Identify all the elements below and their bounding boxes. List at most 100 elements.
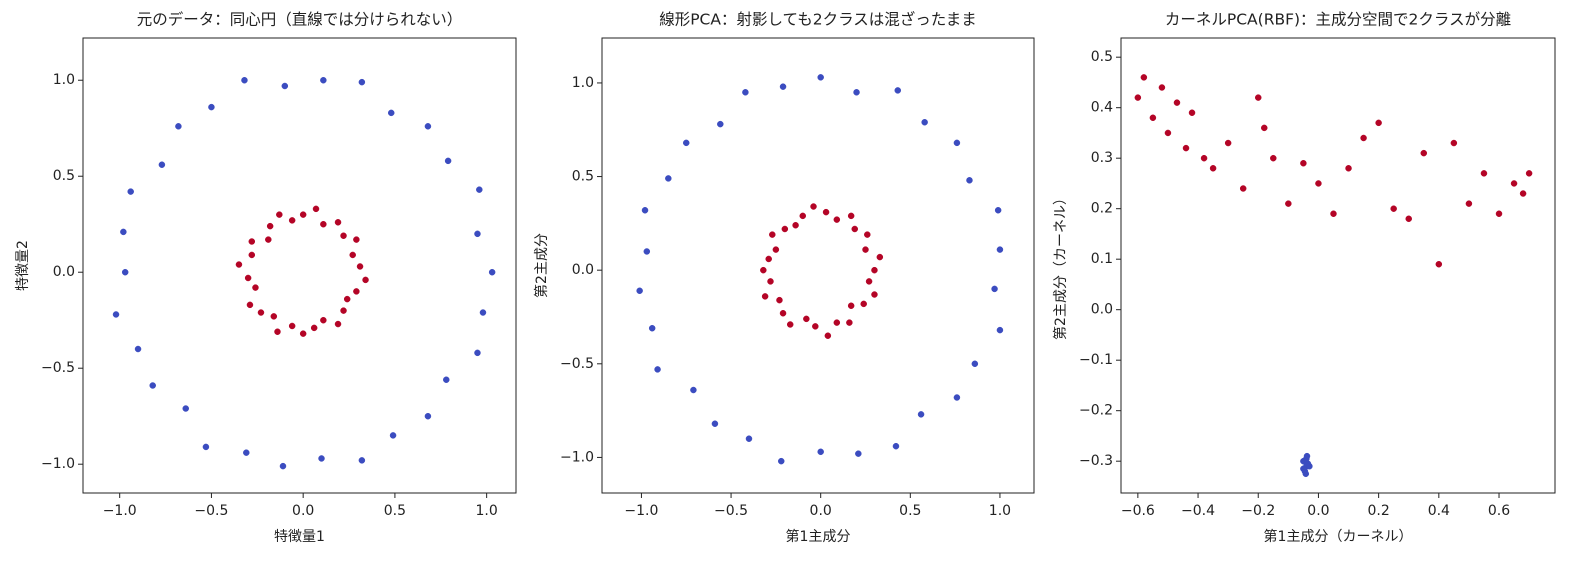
- point: [865, 278, 873, 285]
- point: [241, 76, 248, 84]
- point: [120, 228, 127, 236]
- point: [682, 139, 690, 147]
- point: [769, 231, 776, 238]
- point: [1345, 165, 1352, 172]
- point: [235, 261, 243, 268]
- point: [424, 123, 432, 130]
- point: [817, 74, 824, 81]
- point: [767, 278, 774, 285]
- x-tick-label: −0.5: [714, 503, 748, 519]
- point: [1300, 159, 1307, 167]
- point: [1285, 200, 1292, 207]
- y-tick-label: −0.3: [1079, 453, 1113, 469]
- point: [299, 330, 307, 337]
- point: [761, 293, 769, 300]
- point: [717, 120, 724, 128]
- point: [343, 295, 351, 303]
- point: [389, 432, 397, 439]
- x-tick-label: 0.4: [1428, 503, 1450, 519]
- x-axis-label: 特徴量1: [274, 529, 325, 545]
- y-axis-label: 第2主成分（カーネル）: [1052, 191, 1069, 340]
- point: [202, 443, 210, 451]
- point: [248, 251, 256, 259]
- point: [1209, 165, 1217, 172]
- x-tick-label: −0.4: [1181, 503, 1215, 519]
- point: [786, 321, 794, 328]
- point: [310, 324, 318, 332]
- point: [340, 307, 347, 314]
- point: [853, 89, 860, 96]
- point: [1270, 154, 1277, 162]
- point: [362, 276, 369, 284]
- point: [476, 186, 483, 193]
- x-tick-label: −1.0: [103, 503, 137, 519]
- point: [444, 157, 452, 165]
- y-tick-label: −1.0: [560, 449, 594, 465]
- point: [1224, 139, 1232, 147]
- point: [265, 236, 272, 243]
- point: [1465, 200, 1473, 207]
- point: [1261, 124, 1268, 132]
- point: [443, 376, 450, 383]
- point: [279, 462, 287, 470]
- point: [299, 211, 307, 218]
- point: [334, 320, 342, 328]
- point: [1149, 114, 1157, 122]
- y-tick-label: 1.0: [572, 75, 594, 91]
- point: [358, 78, 366, 86]
- point: [318, 455, 325, 462]
- x-tick-label: −0.6: [1121, 503, 1155, 519]
- y-tick-label: 0.5: [1091, 49, 1113, 65]
- y-tick-label: 0.3: [1091, 150, 1113, 166]
- point: [953, 394, 961, 401]
- point: [479, 309, 487, 316]
- point: [636, 287, 643, 295]
- point: [356, 263, 364, 270]
- point: [817, 448, 824, 456]
- point: [270, 313, 278, 320]
- x-tick-label: 1.0: [476, 503, 498, 519]
- point: [772, 246, 780, 253]
- point: [792, 221, 799, 229]
- y-tick-label: 1.0: [53, 72, 75, 88]
- point: [257, 309, 265, 316]
- point: [288, 322, 296, 330]
- point: [474, 349, 481, 357]
- point: [1375, 119, 1382, 127]
- point: [1435, 260, 1443, 268]
- chart-title: 元のデータ：同心円（直線では分けられない）: [137, 10, 463, 29]
- point: [1360, 134, 1367, 142]
- point: [847, 212, 855, 220]
- x-tick-label: 0.0: [1307, 503, 1329, 519]
- point: [1315, 180, 1322, 187]
- point: [742, 89, 749, 96]
- point: [353, 288, 360, 295]
- point: [847, 302, 855, 310]
- point: [243, 449, 250, 456]
- y-tick-label: 0.0: [53, 264, 75, 280]
- point: [288, 217, 296, 224]
- point: [1510, 180, 1518, 187]
- x-axis-label: 第1主成分: [786, 528, 851, 545]
- point: [996, 246, 1004, 253]
- point: [760, 266, 767, 274]
- point: [996, 326, 1004, 334]
- point: [158, 161, 166, 168]
- y-tick-label: −0.1: [1079, 352, 1113, 368]
- point: [353, 236, 360, 243]
- y-axis-label: 第2主成分: [533, 233, 550, 298]
- point: [387, 109, 395, 117]
- plot-frame: [82, 37, 517, 494]
- point: [1164, 129, 1172, 137]
- point: [711, 420, 719, 427]
- point: [1390, 205, 1397, 212]
- point: [1420, 149, 1428, 157]
- point: [474, 230, 481, 238]
- y-tick-label: −0.5: [560, 356, 594, 372]
- point: [320, 220, 327, 228]
- point: [1495, 210, 1503, 217]
- point: [320, 76, 327, 84]
- point: [665, 175, 672, 182]
- point: [1525, 170, 1533, 177]
- point: [276, 211, 283, 218]
